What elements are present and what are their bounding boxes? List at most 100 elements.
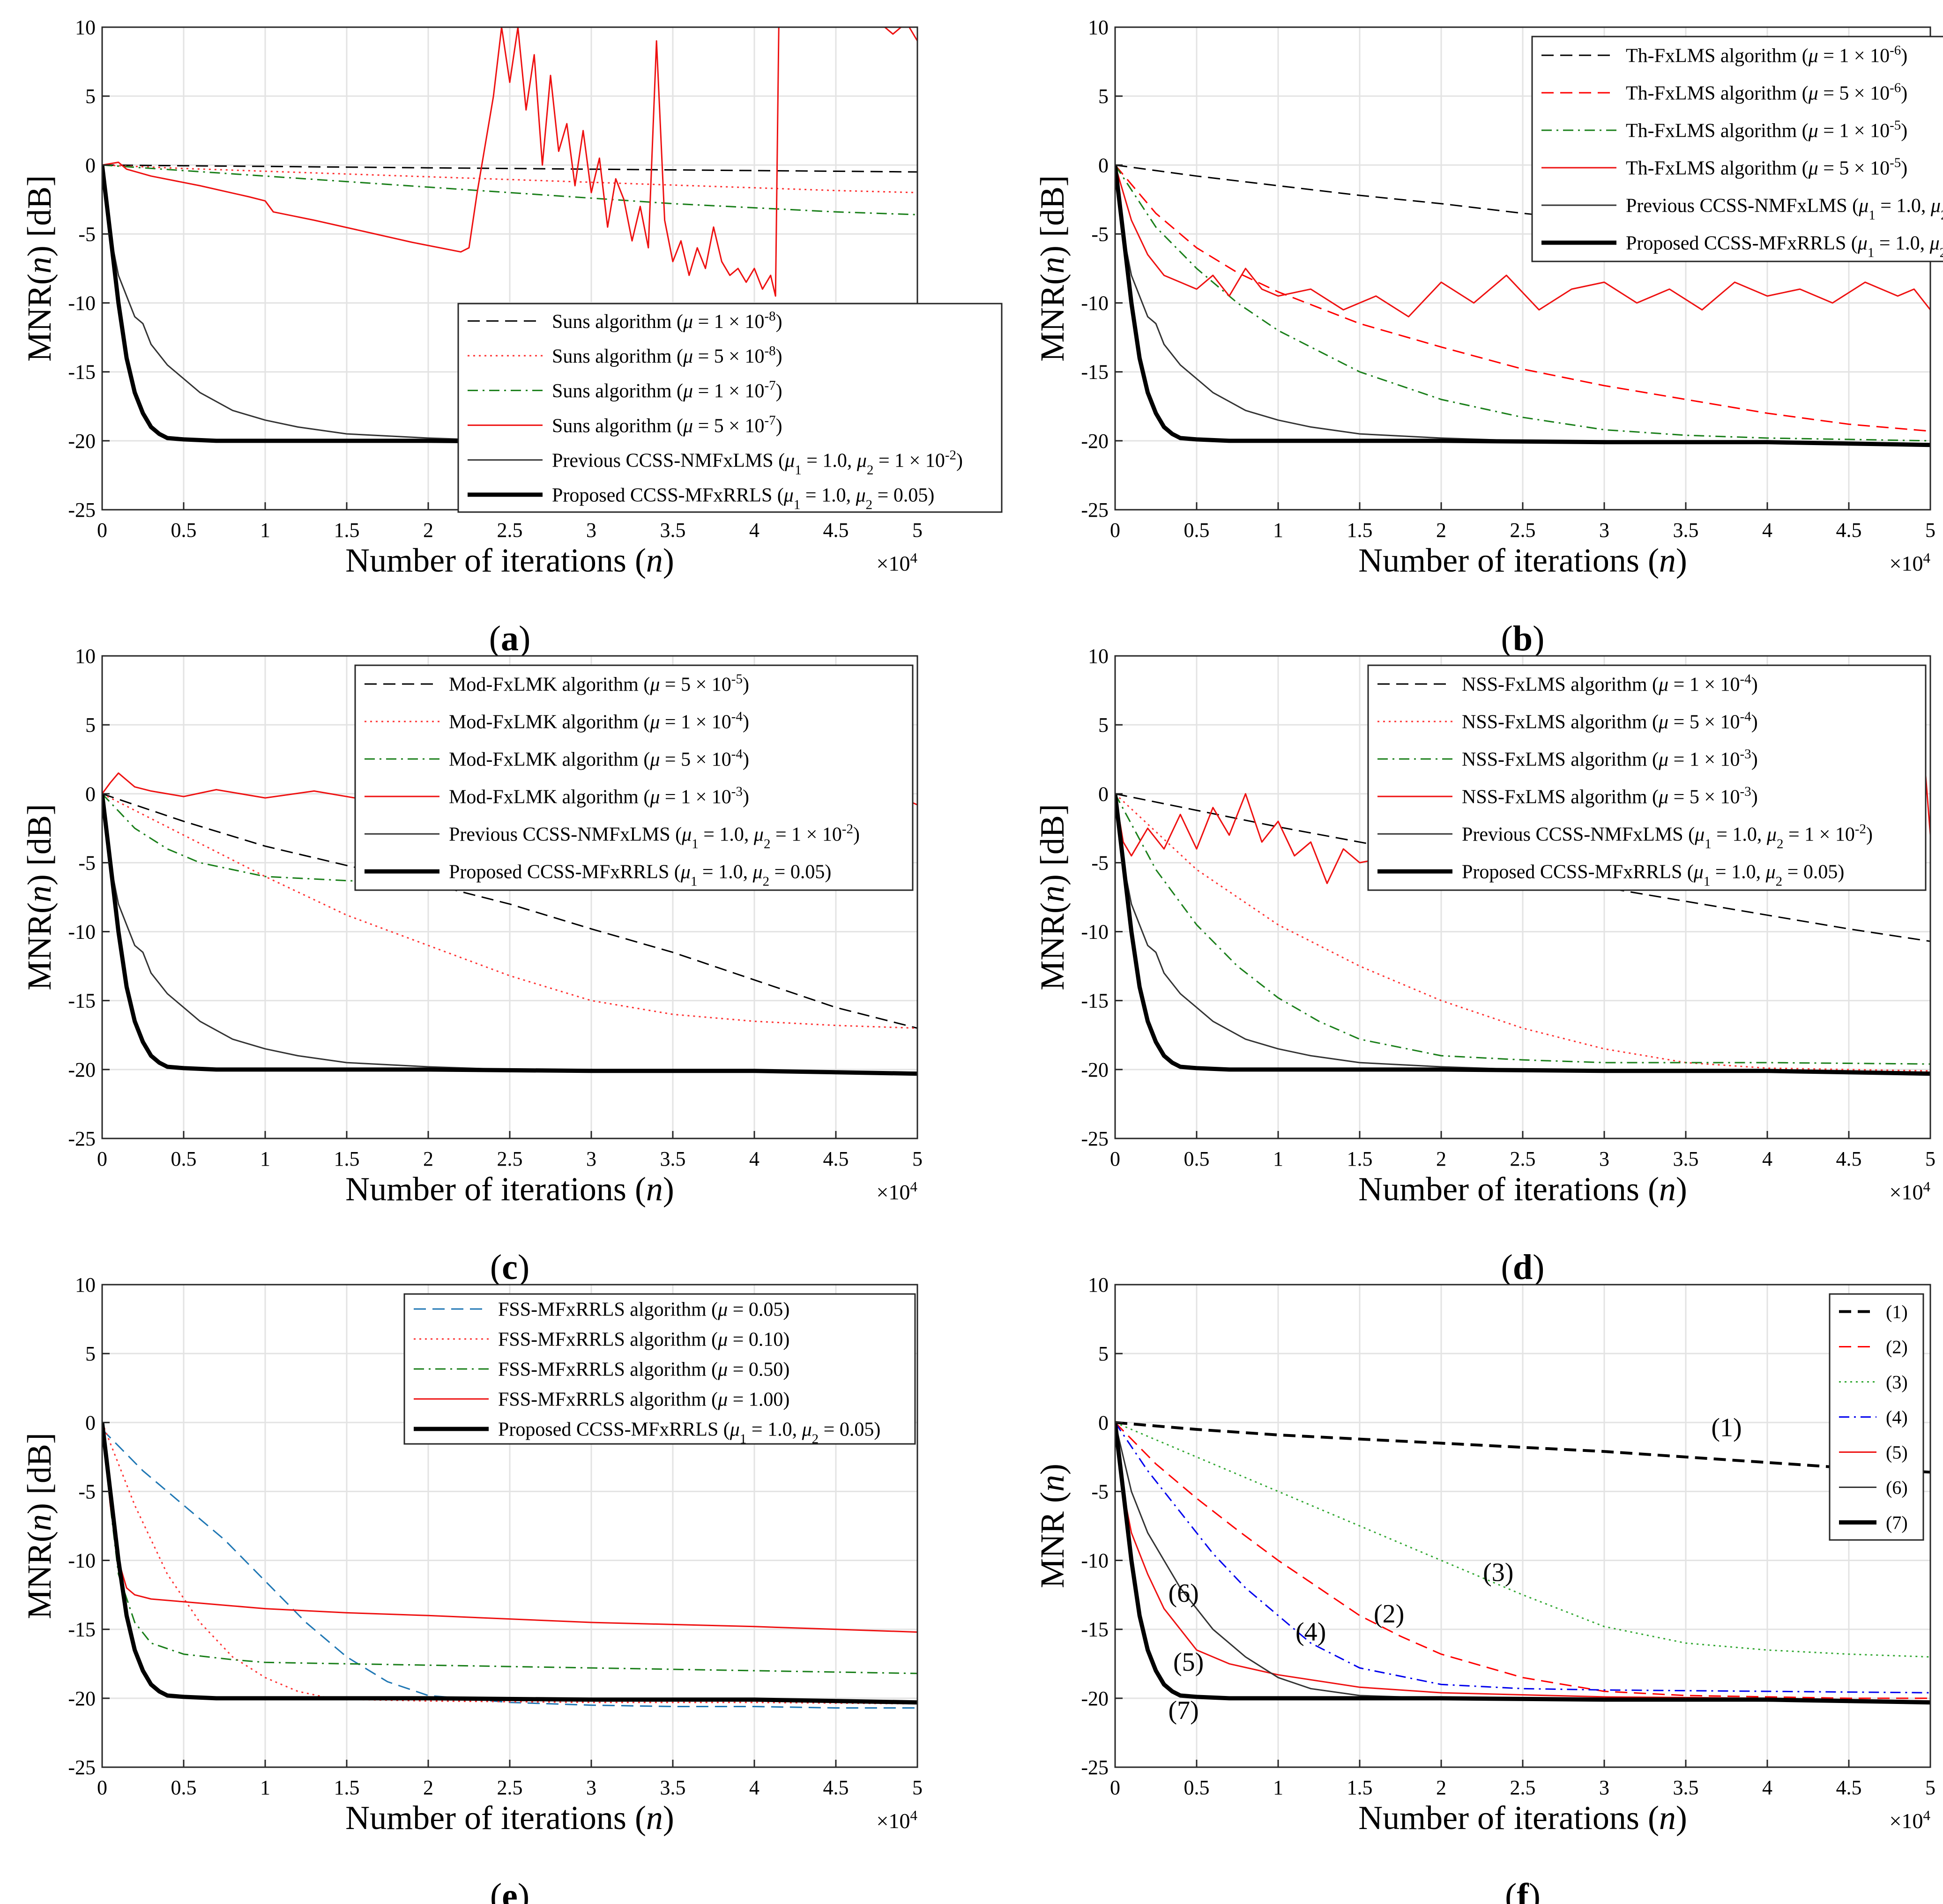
x-tick-label: 1 bbox=[1273, 1147, 1283, 1170]
legend-entry: Proposed CCSS-MFxRRLS (μ1 = 1.0, μ2 = 0.… bbox=[449, 862, 831, 889]
y-tick-label: -5 bbox=[78, 851, 96, 874]
panel-caption: (d) bbox=[1501, 1248, 1545, 1287]
legend: FSS-MFxRRLS algorithm (μ = 0.05) FSS-MFxR… bbox=[403, 1293, 916, 1447]
y-tick-label: -5 bbox=[1091, 851, 1109, 874]
legend-box bbox=[403, 1293, 916, 1445]
x-tick-label: 3 bbox=[1599, 1776, 1609, 1799]
legend-entry: Th-FxLMS algorithm (μ = 5 × 10-6) bbox=[1626, 81, 1907, 104]
y-tick-label: -25 bbox=[1081, 498, 1109, 521]
y-tick-label: -10 bbox=[68, 292, 96, 315]
y-tick-label: -15 bbox=[68, 989, 96, 1012]
series-line-2 bbox=[1115, 1422, 1930, 1699]
x-tick-label: 3.5 bbox=[660, 1776, 686, 1799]
x-multiplier: ×104 bbox=[1890, 1807, 1931, 1833]
y-tick-label: 5 bbox=[85, 85, 96, 108]
x-tick-label: 5 bbox=[1925, 1147, 1936, 1170]
x-tick-label: 4.5 bbox=[823, 519, 849, 542]
series-line-1 bbox=[102, 1428, 917, 1709]
y-axis-label: MNR(n) [dB] bbox=[21, 1433, 58, 1619]
x-tick-label: 5 bbox=[912, 519, 923, 542]
x-tick-label: 4 bbox=[749, 519, 759, 542]
x-tick-label: 3.5 bbox=[1673, 1147, 1699, 1170]
y-tick-label: 5 bbox=[1098, 1342, 1109, 1365]
y-tick-label: 10 bbox=[75, 645, 96, 668]
series-line-2 bbox=[1115, 164, 1930, 432]
x-tick-label: 5 bbox=[912, 1776, 923, 1799]
legend-entry: Suns algorithm (μ = 1 × 10-7) bbox=[552, 378, 782, 402]
x-tick-label: 4 bbox=[1762, 1776, 1772, 1799]
panel-caption: (f) bbox=[1505, 1876, 1541, 1904]
legend-entry: Proposed CCSS-MFxRRLS (μ1 = 1.0, μ2 = 0.… bbox=[498, 1419, 880, 1447]
curve-annotation: (1) bbox=[1711, 1413, 1742, 1443]
y-tick-label: 0 bbox=[1098, 782, 1109, 805]
x-tick-label: 3.5 bbox=[660, 1147, 686, 1170]
x-tick-label: 4 bbox=[1762, 519, 1772, 542]
legend-entry: Th-FxLMS algorithm (μ = 5 × 10-5) bbox=[1626, 156, 1907, 179]
x-multiplier: ×104 bbox=[877, 1807, 918, 1833]
legend-entry: (6) bbox=[1886, 1477, 1908, 1498]
legend-box bbox=[354, 664, 914, 891]
x-multiplier: ×104 bbox=[1890, 550, 1931, 576]
y-axis-label: MNR (n) bbox=[1034, 1464, 1071, 1588]
curve-annotation: (3) bbox=[1483, 1558, 1513, 1587]
legend: (1) (2) (3) (4) (5) (6) (7) bbox=[1829, 1293, 1924, 1541]
legend-entry: Th-FxLMS algorithm (μ = 1 × 10-5) bbox=[1626, 118, 1907, 142]
x-tick-label: 3 bbox=[1599, 519, 1609, 542]
y-tick-label: -20 bbox=[1081, 430, 1109, 453]
chart-panel-a: 0 0.5 1 1.5 2 2.5 3 3.5 4 4.5 5 10 5 0 -5 -10 -15 -20 -25 ×… bbox=[21, 16, 1003, 658]
legend-box bbox=[1367, 664, 1927, 891]
x-tick-label: 0.5 bbox=[1184, 1147, 1210, 1170]
y-tick-label: 10 bbox=[1088, 645, 1109, 668]
series-line-4 bbox=[1115, 751, 1930, 885]
series-line-6 bbox=[1115, 793, 1930, 1076]
x-tick-label: 3.5 bbox=[1673, 1776, 1699, 1799]
y-tick-label: -15 bbox=[68, 1618, 96, 1641]
curve-annotation: (5) bbox=[1173, 1648, 1204, 1677]
series-line-6 bbox=[102, 793, 917, 1076]
x-multiplier: ×104 bbox=[1890, 1178, 1931, 1205]
legend-entry: NSS-FxLMS algorithm (μ = 1 × 10-3) bbox=[1462, 747, 1758, 771]
y-tick-label: -5 bbox=[1091, 1480, 1109, 1503]
series-line-1 bbox=[1115, 1421, 1930, 1474]
x-tick-label: 0.5 bbox=[171, 519, 197, 542]
x-tick-label: 0 bbox=[1110, 519, 1120, 542]
panel-caption: (e) bbox=[490, 1876, 529, 1904]
y-tick-label: -25 bbox=[1081, 1127, 1109, 1150]
y-axis-label: MNR(n) [dB] bbox=[1034, 175, 1071, 362]
y-tick-label: -10 bbox=[1081, 1549, 1109, 1572]
legend: Th-FxLMS algorithm (μ = 1 × 10-6) Th-FxLM… bbox=[1531, 36, 1943, 262]
x-tick-label: 2 bbox=[1436, 1147, 1446, 1170]
chart-panel-f: 0 0.5 1 1.5 2 2.5 3 3.5 4 4.5 5 10 5 0 -5 -10 -15 -20 -25 ×… bbox=[1034, 1273, 1936, 1904]
y-tick-label: -10 bbox=[1081, 292, 1109, 315]
series-line-2 bbox=[102, 164, 917, 193]
y-tick-label: -25 bbox=[68, 498, 96, 521]
y-tick-label: 10 bbox=[75, 1273, 96, 1296]
x-axis-label: Number of iterations (n) bbox=[345, 542, 674, 579]
y-tick-label: 10 bbox=[1088, 16, 1109, 39]
x-tick-label: 1.5 bbox=[1347, 519, 1373, 542]
legend-box bbox=[1531, 36, 1943, 262]
x-tick-label: 3 bbox=[586, 1147, 596, 1170]
x-tick-label: 0 bbox=[1110, 1776, 1120, 1799]
y-tick-label: -15 bbox=[1081, 361, 1109, 384]
legend-entry: NSS-FxLMS algorithm (μ = 5 × 10-3) bbox=[1462, 784, 1758, 808]
x-axis-label: Number of iterations (n) bbox=[345, 1170, 674, 1208]
legend-entry: NSS-FxLMS algorithm (μ = 5 × 10-4) bbox=[1462, 709, 1758, 733]
curve-annotation: (6) bbox=[1169, 1579, 1199, 1608]
x-tick-label: 5 bbox=[912, 1147, 923, 1170]
y-tick-label: -20 bbox=[68, 1687, 96, 1710]
y-tick-label: -5 bbox=[1091, 223, 1109, 245]
x-axis-label: Number of iterations (n) bbox=[1358, 1799, 1687, 1837]
legend-entry: Previous CCSS-NMFxLMS (μ1 = 1.0, μ2 = 1 … bbox=[552, 447, 963, 477]
legend-entry: (1) bbox=[1886, 1302, 1908, 1323]
x-tick-label: 4 bbox=[749, 1147, 759, 1170]
series-group bbox=[102, 1422, 917, 1709]
y-tick-label: -15 bbox=[68, 361, 96, 384]
series-group bbox=[1115, 164, 1930, 447]
chart-panel-c: 0 0.5 1 1.5 2 2.5 3 3.5 4 4.5 5 10 5 0 -5 -10 -15 -20 -25 ×… bbox=[21, 645, 923, 1287]
legend-entry: Mod-FxLMK algorithm (μ = 5 × 10-4) bbox=[449, 747, 749, 771]
legend-entry: NSS-FxLMS algorithm (μ = 1 × 10-4) bbox=[1462, 672, 1758, 696]
legend-entry: Suns algorithm (μ = 5 × 10-8) bbox=[552, 343, 782, 367]
legend-entry: Proposed CCSS-MFxRRLS (μ1 = 1.0, μ2 = 0.… bbox=[1462, 862, 1844, 889]
y-tick-label: 5 bbox=[85, 1342, 96, 1365]
